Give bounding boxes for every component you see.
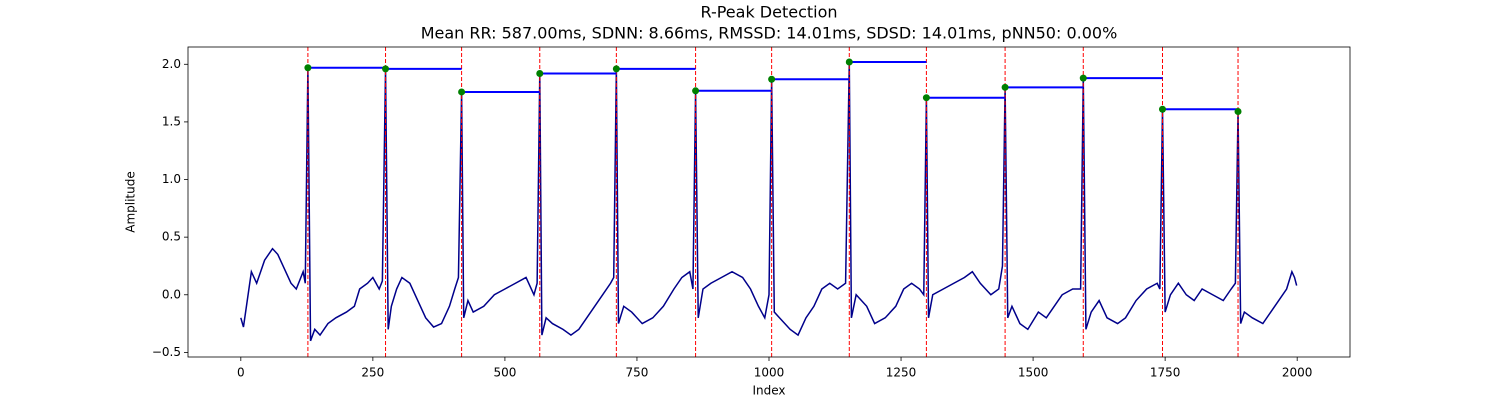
peak-marker: [845, 58, 853, 66]
peak-marker: [1158, 105, 1166, 113]
x-tick-label: 750: [626, 366, 649, 380]
peak-marker: [1079, 74, 1087, 82]
y-tick-label: 0.0: [162, 287, 181, 301]
peak-marker: [768, 75, 776, 83]
x-axis-label: Index: [752, 384, 785, 398]
x-tick-label: 1750: [1150, 366, 1181, 380]
x-tick-label: 0: [237, 366, 245, 380]
y-tick-label: 1.5: [162, 114, 181, 128]
y-tick-label: −0.5: [152, 345, 181, 359]
y-axis-label: Amplitude: [124, 171, 138, 233]
peak-marker: [612, 65, 620, 73]
peak-marker: [458, 88, 466, 96]
x-tick-label: 250: [361, 366, 384, 380]
chart-title: R-Peak Detection: [700, 3, 837, 22]
peak-marker: [382, 65, 390, 73]
y-tick-label: 1.0: [162, 172, 181, 186]
signal-line: [240, 61, 1298, 342]
peak-marker: [692, 87, 700, 95]
peak-marker: [536, 70, 544, 78]
x-tick-label: 1000: [754, 366, 785, 380]
y-tick-label: 2.0: [162, 57, 181, 71]
chart-subtitle: Mean RR: 587.00ms, SDNN: 8.66ms, RMSSD: …: [421, 24, 1118, 43]
peak-marker: [922, 94, 930, 102]
peak-marker: [1234, 108, 1242, 116]
peak-marker: [304, 64, 312, 72]
x-tick-label: 2000: [1282, 366, 1313, 380]
x-tick-label: 1250: [886, 366, 917, 380]
peak-marker: [1001, 83, 1009, 91]
x-tick-label: 500: [493, 366, 516, 380]
x-tick-label: 1500: [1018, 366, 1049, 380]
plot-frame: [187, 46, 1351, 358]
y-tick-label: 0.5: [162, 230, 181, 244]
